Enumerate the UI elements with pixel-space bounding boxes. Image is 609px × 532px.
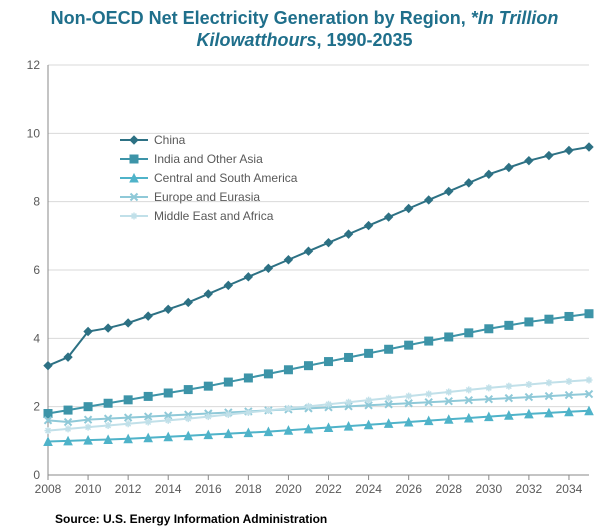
x-axis-label: 2012: [115, 482, 142, 496]
x-axis-label: 2008: [35, 482, 62, 496]
y-axis-label: 6: [33, 263, 40, 277]
x-axis-label: 2034: [556, 482, 583, 496]
chart-title: Non-OECD Net Electricity Generation by R…: [0, 0, 609, 55]
chart-container: Non-OECD Net Electricity Generation by R…: [0, 0, 609, 532]
legend-label: Middle East and Africa: [154, 209, 274, 223]
line-chart: 0 2 4 6 8 10 12 2008 2010 2012 2014 2016 2018 2020 202…: [0, 55, 609, 505]
y-axis-label: 2: [33, 400, 40, 414]
x-axis-label: 2024: [355, 482, 382, 496]
legend-item: Middle East and Africa: [120, 209, 274, 223]
x-axis-label: 2032: [516, 482, 543, 496]
x-axis-label: 2028: [435, 482, 462, 496]
legend-label: Central and South America: [154, 171, 298, 185]
legend-label: Europe and Eurasia: [154, 190, 260, 204]
x-axis-label: 2022: [315, 482, 342, 496]
legend-item: Central and South America: [120, 171, 298, 185]
x-axis-label: 2020: [275, 482, 302, 496]
x-axis-label: 2030: [475, 482, 502, 496]
title-text-2: , 1990-2035: [316, 30, 412, 50]
y-axis-label: 12: [27, 58, 41, 72]
legend-label: India and Other Asia: [154, 152, 263, 166]
y-axis-label: 10: [27, 127, 41, 141]
x-axis-label: 2018: [235, 482, 262, 496]
source-citation: Source: U.S. Energy Information Administ…: [55, 512, 327, 526]
legend-item: China: [120, 133, 186, 147]
y-axis-label: 0: [33, 468, 40, 482]
x-axis-label: 2010: [75, 482, 102, 496]
x-axis-label: 2026: [395, 482, 422, 496]
y-axis-label: 4: [33, 332, 40, 346]
title-text-1: Non-OECD Net Electricity Generation by R…: [51, 8, 471, 28]
x-axis-label: 2014: [155, 482, 182, 496]
series-middle-east-and-africa: [45, 377, 593, 435]
y-axis-label: 8: [33, 195, 40, 209]
series-line: [48, 147, 589, 366]
legend-label: China: [154, 133, 186, 147]
x-axis-label: 2016: [195, 482, 222, 496]
legend-item: India and Other Asia: [120, 152, 263, 166]
